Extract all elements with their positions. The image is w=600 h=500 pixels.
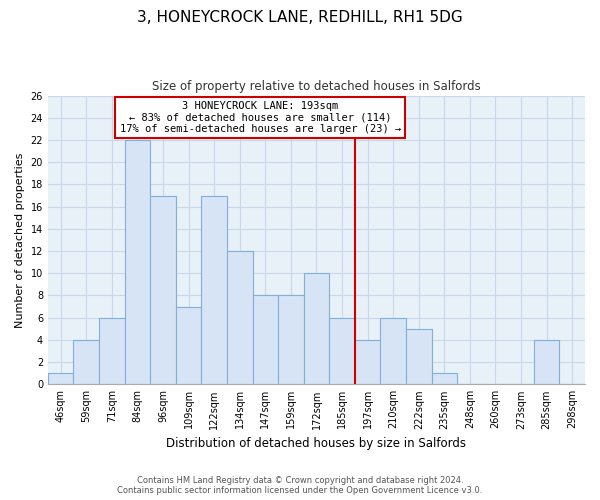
Bar: [227, 251, 253, 384]
Text: Contains HM Land Registry data © Crown copyright and database right 2024.
Contai: Contains HM Land Registry data © Crown c…: [118, 476, 482, 495]
Bar: [99, 318, 125, 384]
Bar: [304, 273, 329, 384]
Bar: [125, 140, 150, 384]
Bar: [278, 296, 304, 384]
Bar: [355, 340, 380, 384]
X-axis label: Distribution of detached houses by size in Salfords: Distribution of detached houses by size …: [166, 437, 466, 450]
Title: Size of property relative to detached houses in Salfords: Size of property relative to detached ho…: [152, 80, 481, 93]
Bar: [176, 306, 202, 384]
Bar: [380, 318, 406, 384]
Bar: [48, 373, 73, 384]
Bar: [534, 340, 559, 384]
Bar: [73, 340, 99, 384]
Bar: [150, 196, 176, 384]
Bar: [202, 196, 227, 384]
Y-axis label: Number of detached properties: Number of detached properties: [15, 152, 25, 328]
Text: 3, HONEYCROCK LANE, REDHILL, RH1 5DG: 3, HONEYCROCK LANE, REDHILL, RH1 5DG: [137, 10, 463, 25]
Bar: [406, 329, 431, 384]
Bar: [253, 296, 278, 384]
Text: 3 HONEYCROCK LANE: 193sqm
← 83% of detached houses are smaller (114)
17% of semi: 3 HONEYCROCK LANE: 193sqm ← 83% of detac…: [119, 101, 401, 134]
Bar: [329, 318, 355, 384]
Bar: [431, 373, 457, 384]
